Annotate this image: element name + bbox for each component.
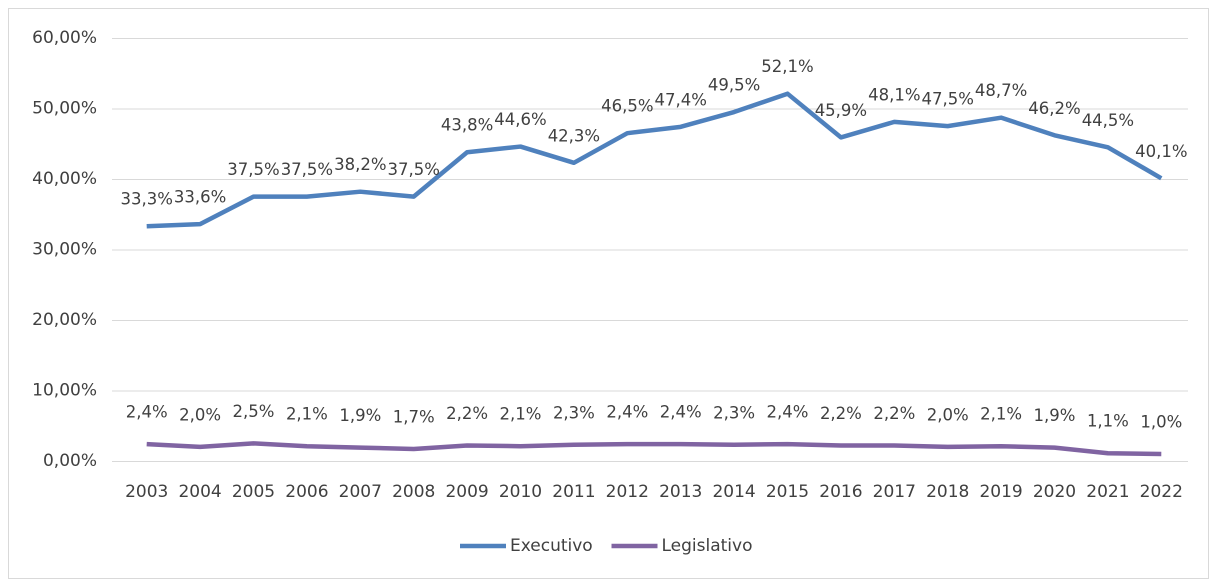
data-label: 46,5% xyxy=(601,97,653,116)
y-tick-label: 60,00% xyxy=(32,28,97,48)
data-label: 44,5% xyxy=(1082,111,1134,130)
x-tick-label: 2010 xyxy=(499,482,542,502)
x-tick-label: 2014 xyxy=(712,482,755,502)
data-label: 2,3% xyxy=(553,403,595,422)
x-tick-label: 2016 xyxy=(819,482,862,502)
data-label: 1,9% xyxy=(339,406,381,425)
y-tick-label: 0,00% xyxy=(43,451,97,471)
data-label: 2,3% xyxy=(713,403,755,422)
data-label: 2,2% xyxy=(446,404,488,423)
data-label: 38,2% xyxy=(334,155,386,174)
data-label: 1,7% xyxy=(393,408,435,427)
x-tick-label: 2013 xyxy=(659,482,702,502)
data-label: 1,0% xyxy=(1140,412,1182,431)
y-tick-label: 40,00% xyxy=(32,169,97,189)
chart-border xyxy=(8,8,1209,579)
data-label: 2,0% xyxy=(179,405,221,424)
data-label: 2,4% xyxy=(126,403,168,422)
x-tick-label: 2020 xyxy=(1033,482,1076,502)
x-tick-label: 2011 xyxy=(552,482,595,502)
data-label: 37,5% xyxy=(281,160,333,179)
data-label: 2,1% xyxy=(500,405,542,424)
x-tick-label: 2003 xyxy=(125,482,168,502)
x-tick-label: 2015 xyxy=(766,482,809,502)
legend-label: Executivo xyxy=(510,536,593,556)
data-label: 33,3% xyxy=(120,190,172,209)
x-tick-label: 2008 xyxy=(392,482,435,502)
data-label: 42,3% xyxy=(548,126,600,145)
x-tick-label: 2012 xyxy=(606,482,649,502)
data-label: 2,0% xyxy=(927,405,969,424)
y-tick-label: 50,00% xyxy=(32,99,97,119)
data-label: 49,5% xyxy=(708,76,760,95)
data-label: 45,9% xyxy=(815,101,867,120)
x-tick-label: 2018 xyxy=(926,482,969,502)
data-label: 2,4% xyxy=(606,403,648,422)
data-label: 37,5% xyxy=(227,160,279,179)
x-tick-label: 2005 xyxy=(232,482,275,502)
data-label: 2,2% xyxy=(820,404,862,423)
x-tick-label: 2022 xyxy=(1140,482,1183,502)
y-tick-label: 10,00% xyxy=(32,381,97,401)
data-label: 2,2% xyxy=(873,404,915,423)
data-label: 47,5% xyxy=(921,90,973,109)
data-label: 1,9% xyxy=(1034,406,1076,425)
data-label: 2,4% xyxy=(767,403,809,422)
x-tick-label: 2021 xyxy=(1086,482,1129,502)
x-tick-label: 2017 xyxy=(873,482,916,502)
data-label: 52,1% xyxy=(761,57,813,76)
data-label: 48,1% xyxy=(868,85,920,104)
x-tick-label: 2004 xyxy=(178,482,221,502)
line-series xyxy=(146,441,1162,457)
x-tick-label: 2006 xyxy=(285,482,328,502)
x-tick-label: 2007 xyxy=(339,482,382,502)
data-label: 44,6% xyxy=(494,110,546,129)
data-label: 1,1% xyxy=(1087,412,1129,431)
x-tick-label: 2009 xyxy=(445,482,488,502)
data-label: 46,2% xyxy=(1028,99,1080,118)
x-tick-label: 2019 xyxy=(979,482,1022,502)
data-label: 2,1% xyxy=(980,405,1022,424)
data-label: 40,1% xyxy=(1135,142,1187,161)
y-tick-label: 30,00% xyxy=(32,240,97,260)
data-label: 2,1% xyxy=(286,405,328,424)
y-tick-label: 20,00% xyxy=(32,310,97,330)
data-label: 37,5% xyxy=(387,160,439,179)
line-series xyxy=(146,91,1163,229)
data-label: 33,6% xyxy=(174,188,226,207)
data-label: 2,5% xyxy=(233,402,275,421)
data-label: 48,7% xyxy=(975,81,1027,100)
data-label: 43,8% xyxy=(441,116,493,135)
data-label: 2,4% xyxy=(660,403,702,422)
data-label: 47,4% xyxy=(654,90,706,109)
legend-label: Legislativo xyxy=(662,536,753,556)
